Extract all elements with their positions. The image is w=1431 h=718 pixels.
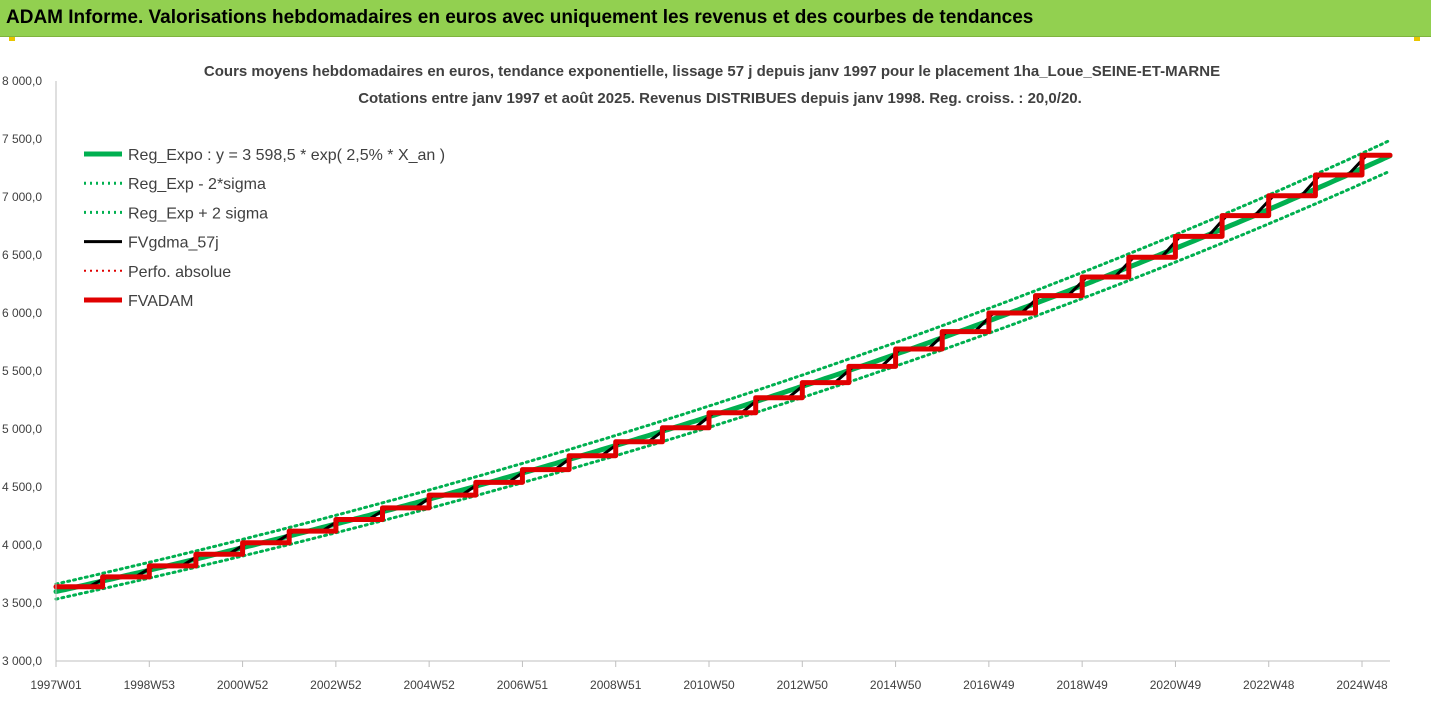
legend-label: FVgdma_57j <box>128 235 219 252</box>
frame-corner-right <box>1414 37 1420 41</box>
x-tick-label: 2002W52 <box>310 678 362 692</box>
y-tick-label: 8 000,0 <box>2 74 42 88</box>
series-reg-exp-minus-2sigma <box>54 169 1392 601</box>
y-tick-label: 7 500,0 <box>2 132 42 146</box>
y-tick-label: 5 500,0 <box>2 364 42 378</box>
x-tick-label: 1998W53 <box>124 678 176 692</box>
x-tick-label: 2016W49 <box>963 678 1015 692</box>
legend: Reg_Expo : y = 3 598,5 * exp( 2,5% * X_a… <box>84 147 445 310</box>
series-reg-exp-plus-2sigma <box>54 138 1392 586</box>
frame-corner-left <box>9 37 15 41</box>
legend-label: Reg_Exp - 2*sigma <box>128 176 266 193</box>
x-tick-label: 2022W48 <box>1243 678 1295 692</box>
x-tick-label: 2010W50 <box>683 678 735 692</box>
report-banner: ADAM Informe. Valorisations hebdomadaire… <box>0 0 1431 37</box>
y-tick-label: 6 000,0 <box>2 306 42 320</box>
legend-label: Perfo. absolue <box>128 264 231 281</box>
series-fvadam <box>53 152 1393 590</box>
x-tick-label: 2006W51 <box>497 678 549 692</box>
plot-area <box>53 138 1393 601</box>
x-tick-label: 2012W50 <box>777 678 829 692</box>
x-tick-label: 2004W52 <box>403 678 455 692</box>
x-tick-label: 2018W49 <box>1056 678 1108 692</box>
chart-title: Cours moyens hebdomadaires en euros, ten… <box>204 63 1220 80</box>
x-tick-label: 2000W52 <box>217 678 269 692</box>
legend-label: Reg_Expo : y = 3 598,5 * exp( 2,5% * X_a… <box>128 147 445 164</box>
x-tick-label: 2008W51 <box>590 678 642 692</box>
axes: 3 000,0 3 500,0 4 000,0 4 500,0 5 000,0 5 500… <box>2 74 1390 692</box>
x-tick-label: 2020W49 <box>1150 678 1202 692</box>
legend-label: Reg_Exp + 2 sigma <box>128 205 268 222</box>
report-banner-title: ADAM Informe. Valorisations hebdomadaire… <box>6 7 1034 28</box>
y-tick-label: 5 000,0 <box>2 422 42 436</box>
y-tick-label: 7 000,0 <box>2 190 42 204</box>
x-tick-label: 2024W48 <box>1336 678 1388 692</box>
y-tick-label: 3 000,0 <box>2 654 42 668</box>
y-tick-label: 3 500,0 <box>2 596 42 610</box>
chart-subtitle: Cotations entre janv 1997 et août 2025. … <box>358 90 1082 107</box>
y-tick-label: 4 500,0 <box>2 480 42 494</box>
legend-label: FVADAM <box>128 293 193 310</box>
x-tick-label: 2014W50 <box>870 678 922 692</box>
y-tick-label: 4 000,0 <box>2 538 42 552</box>
y-tick-label: 6 500,0 <box>2 248 42 262</box>
x-tick-label: 1997W01 <box>30 678 82 692</box>
line-chart: Cours moyens hebdomadaires en euros, ten… <box>2 63 1393 692</box>
